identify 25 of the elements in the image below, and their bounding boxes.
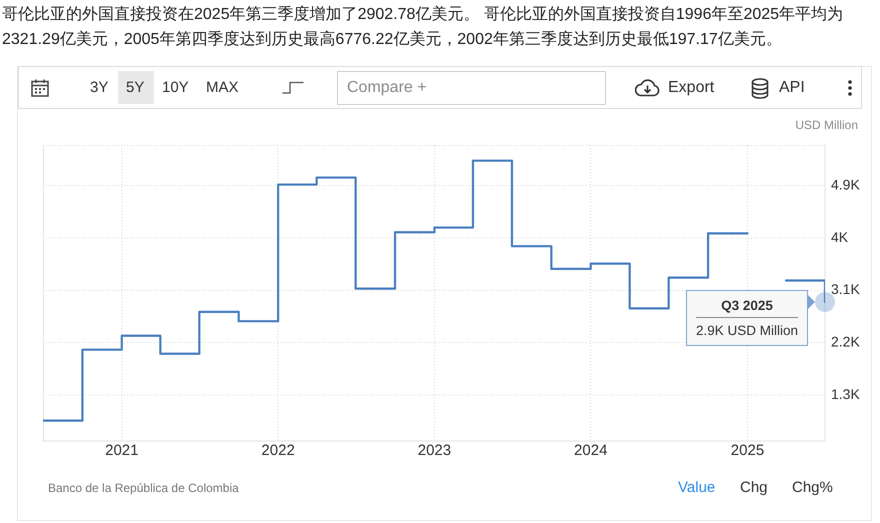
chart-title: 哥伦比亚的外国直接投资在2025年第三季度增加了2902.78亿美元。 哥伦比亚的外国直接投资自1996年至2025年平均为2321.29亿美元，2005年第四季度达到历史最高6776.22亿美元，2002年第三季度达到历史最低197.17亿美元。 bbox=[2, 4, 844, 50]
x-tick-label: 2025 bbox=[730, 442, 764, 460]
annotation: 2.9K USD Million bbox=[696, 323, 798, 338]
x-tick-label: 2022 bbox=[261, 442, 295, 460]
text: Export bbox=[668, 78, 714, 98]
text: 10Y bbox=[162, 78, 189, 98]
x-tick-label: 2021 bbox=[105, 442, 138, 460]
text: Banco de la República de Colombia bbox=[48, 480, 239, 497]
x-tick-label: 2023 bbox=[418, 442, 452, 460]
y-tick-label: 2.2K bbox=[831, 334, 860, 350]
text: Value bbox=[678, 478, 716, 498]
text: 3Y bbox=[90, 78, 108, 98]
y-tick-label: 1.3K bbox=[831, 386, 860, 402]
y-tick-label: 4K bbox=[831, 228, 849, 245]
text: 5Y bbox=[126, 78, 144, 98]
annotation: Q3 2025 bbox=[721, 298, 773, 313]
text: Chg bbox=[740, 478, 768, 498]
text: Compare + bbox=[347, 78, 427, 98]
text: Chg% bbox=[792, 478, 833, 498]
y-axis-title: USD Million bbox=[795, 117, 858, 133]
text: API bbox=[779, 78, 805, 98]
y-tick-label: 3.1K bbox=[831, 281, 860, 298]
y-tick-label: 4.9K bbox=[831, 176, 860, 193]
text: MAX bbox=[206, 78, 239, 98]
x-tick-label: 2024 bbox=[574, 442, 608, 460]
